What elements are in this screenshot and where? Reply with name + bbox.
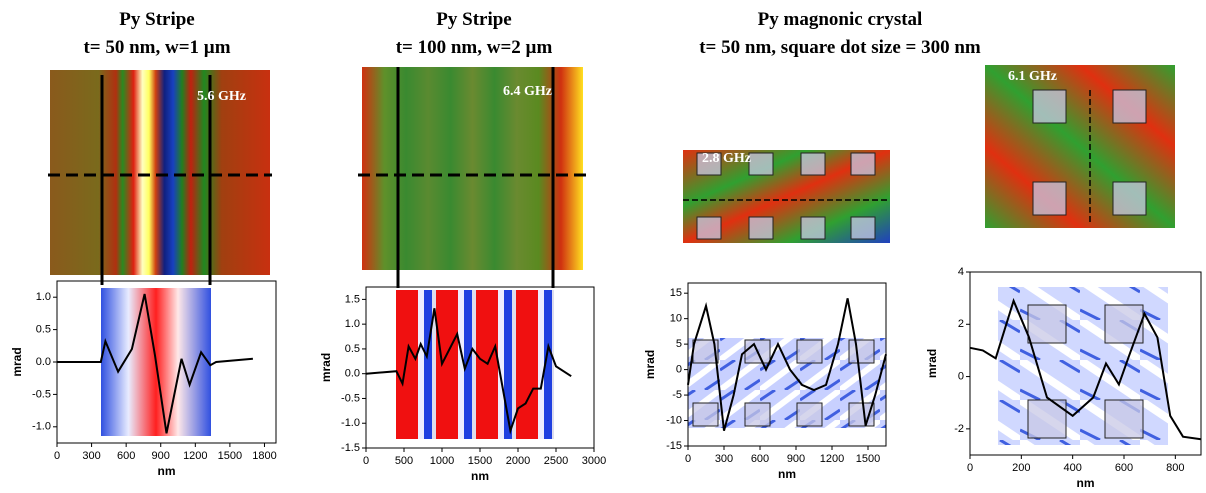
heading: Py Stripe xyxy=(119,9,194,30)
x-axis-label: nm xyxy=(158,464,176,478)
x-tick-label: 2500 xyxy=(544,455,568,467)
x-tick-label: 2000 xyxy=(506,455,530,467)
heading: Py magnonic crystal xyxy=(758,9,923,30)
x-tick-label: 0 xyxy=(363,455,369,467)
x-tick-label: 0 xyxy=(685,453,691,465)
x-tick-label: 1200 xyxy=(820,453,844,465)
y-tick-label: -5 xyxy=(672,389,682,401)
y-tick-label: 0 xyxy=(676,364,682,376)
x-tick-label: 400 xyxy=(1063,462,1081,474)
x-tick-label: 0 xyxy=(54,450,60,462)
x-tick-label: 300 xyxy=(715,453,733,465)
profile-line xyxy=(57,293,253,434)
y-tick-label: -0.5 xyxy=(32,388,51,400)
y-tick-label: -15 xyxy=(666,440,682,452)
y-tick-label: 0.0 xyxy=(345,368,360,380)
y-tick-label: 15 xyxy=(670,287,682,299)
y-axis-label: mrad xyxy=(643,350,657,379)
y-tick-label: -10 xyxy=(666,414,682,426)
x-tick-label: 1800 xyxy=(252,450,276,462)
x-tick-label: 200 xyxy=(1012,462,1030,474)
x-tick-label: 1000 xyxy=(430,455,454,467)
y-tick-label: 1.5 xyxy=(345,293,360,305)
x-tick-label: 900 xyxy=(787,453,805,465)
x-axis-label: nm xyxy=(1077,476,1095,490)
y-tick-label: 0.5 xyxy=(345,343,360,355)
plot-frame xyxy=(687,282,887,447)
y-tick-label: 2 xyxy=(958,318,964,330)
frequency-label: 6.4 GHz xyxy=(503,84,552,99)
x-tick-label: 3000 xyxy=(582,455,606,467)
frequency-label: 6.1 GHz xyxy=(1008,69,1057,84)
y-tick-label: 0 xyxy=(958,370,964,382)
y-tick-label: 0.5 xyxy=(36,324,51,336)
heading: Py Stripe xyxy=(436,9,511,30)
profile-line xyxy=(687,298,887,431)
x-tick-label: 0 xyxy=(967,462,973,474)
y-tick-label: 5 xyxy=(676,338,682,350)
frequency-label: 2.8 GHz xyxy=(702,151,751,166)
x-tick-label: 500 xyxy=(395,455,413,467)
guide-lines xyxy=(48,67,1091,288)
y-tick-label: -1.5 xyxy=(341,442,360,454)
x-tick-label: 1500 xyxy=(468,455,492,467)
profile-line xyxy=(969,297,1202,441)
x-tick-label: 300 xyxy=(82,450,100,462)
y-tick-label: 1.0 xyxy=(36,291,51,303)
x-axis-label: nm xyxy=(778,467,796,481)
y-tick-label: 0.0 xyxy=(36,356,51,368)
y-tick-label: 4 xyxy=(958,266,964,278)
y-axis-label: mrad xyxy=(10,347,24,376)
y-tick-label: 1.0 xyxy=(345,318,360,330)
x-tick-label: 600 xyxy=(751,453,769,465)
heading: t= 50 nm, w=1 µm xyxy=(83,37,230,58)
x-tick-label: 1500 xyxy=(856,453,880,465)
y-tick-label: -2 xyxy=(954,423,964,435)
profile-line xyxy=(365,308,572,435)
x-axis-label: nm xyxy=(471,469,489,483)
y-tick-label: 10 xyxy=(670,313,682,325)
heading: t= 50 nm, square dot size = 300 nm xyxy=(699,37,981,58)
x-tick-label: 1200 xyxy=(183,450,207,462)
frequency-label: 5.6 GHz xyxy=(197,89,246,104)
mode-map xyxy=(50,70,270,275)
dots xyxy=(696,89,1147,240)
x-tick-label: 600 xyxy=(117,450,135,462)
x-tick-label: 800 xyxy=(1166,462,1184,474)
y-tick-label: -1.0 xyxy=(341,417,360,429)
x-tick-label: 1500 xyxy=(218,450,242,462)
x-tick-label: 600 xyxy=(1115,462,1133,474)
plot-frame xyxy=(969,271,1202,456)
heading: t= 100 nm, w=2 µm xyxy=(396,37,553,58)
y-tick-label: -1.0 xyxy=(32,421,51,433)
y-axis-label: mrad xyxy=(319,353,333,382)
y-axis-label: mrad xyxy=(925,349,939,378)
y-tick-label: -0.5 xyxy=(341,392,360,404)
x-tick-label: 900 xyxy=(152,450,170,462)
profile-map xyxy=(396,290,554,439)
